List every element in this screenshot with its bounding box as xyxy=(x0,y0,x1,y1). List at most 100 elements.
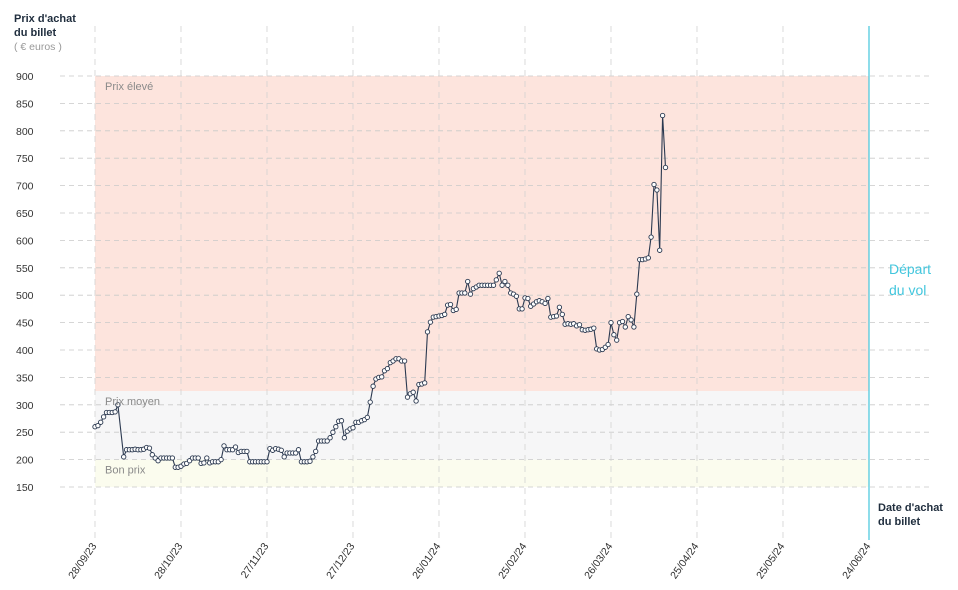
departure-label: du vol xyxy=(889,282,926,298)
x-tick-label: 25/05/24 xyxy=(754,541,787,581)
band-label: Prix moyen xyxy=(105,396,160,408)
data-point xyxy=(333,424,339,430)
data-point xyxy=(401,358,408,364)
x-tick-label: 26/01/24 xyxy=(410,541,443,581)
y-tick-label: 700 xyxy=(16,181,34,193)
data-point xyxy=(293,450,299,456)
y-tick-label: 650 xyxy=(16,208,34,220)
band-label: Bon prix xyxy=(105,465,146,477)
data-point xyxy=(556,304,563,310)
data-point xyxy=(422,380,428,386)
data-point xyxy=(364,414,370,421)
y-tick-label: 500 xyxy=(16,290,34,302)
data-point xyxy=(496,270,502,276)
price-band xyxy=(95,459,869,487)
y-tick-label: 200 xyxy=(16,455,34,467)
y-axis-title: Prix d'achat xyxy=(14,13,76,25)
y-tick-label: 600 xyxy=(16,235,34,247)
x-tick-label: 25/04/24 xyxy=(668,541,701,581)
data-point xyxy=(631,324,637,330)
y-tick-label: 750 xyxy=(16,153,34,165)
y-tick-label: 900 xyxy=(16,71,34,83)
data-point xyxy=(201,460,207,466)
data-point xyxy=(370,383,376,389)
x-tick-label: 28/09/23 xyxy=(66,541,99,581)
data-point xyxy=(367,399,373,405)
data-point xyxy=(545,295,551,302)
data-point xyxy=(100,414,107,420)
data-point xyxy=(232,444,239,450)
data-point xyxy=(221,443,227,449)
data-point xyxy=(278,447,284,453)
data-point xyxy=(413,398,419,404)
data-point xyxy=(281,454,287,460)
data-point xyxy=(499,282,505,288)
data-point xyxy=(525,295,531,302)
data-point xyxy=(659,112,666,119)
data-point xyxy=(384,365,391,372)
price-band xyxy=(95,391,869,460)
data-point xyxy=(611,332,617,338)
data-point xyxy=(462,290,468,296)
y-tick-label: 450 xyxy=(16,318,34,330)
data-point xyxy=(591,325,597,331)
data-point xyxy=(493,277,499,283)
data-point xyxy=(605,341,611,348)
data-point xyxy=(341,435,348,441)
x-tick-label: 28/10/23 xyxy=(152,541,185,581)
data-point xyxy=(95,422,101,429)
data-point xyxy=(204,455,210,461)
data-point xyxy=(519,306,525,312)
data-point xyxy=(313,448,319,455)
band-label: Prix élevé xyxy=(105,81,153,93)
y-tick-label: 250 xyxy=(16,427,34,439)
data-point xyxy=(146,445,153,451)
data-point xyxy=(115,402,121,408)
y-tick-label: 150 xyxy=(16,482,34,494)
data-point xyxy=(404,394,411,400)
data-point xyxy=(628,317,634,323)
y-axis-unit: ( € euros ) xyxy=(14,41,62,53)
data-point xyxy=(442,311,448,318)
data-point xyxy=(648,234,654,240)
data-point xyxy=(467,291,474,297)
data-point xyxy=(513,293,520,299)
data-point xyxy=(576,322,583,328)
data-point xyxy=(410,389,416,395)
data-point xyxy=(654,187,660,193)
departure-label: Départ xyxy=(889,261,931,277)
x-tick-label: 27/11/23 xyxy=(239,541,272,581)
data-point xyxy=(244,448,250,455)
data-point xyxy=(112,409,118,415)
data-point xyxy=(307,458,313,464)
data-point xyxy=(502,278,508,285)
data-point xyxy=(645,255,651,261)
data-point xyxy=(310,454,316,460)
data-point xyxy=(490,282,497,288)
data-point xyxy=(651,181,657,188)
y-tick-label: 550 xyxy=(16,263,34,275)
data-point xyxy=(218,456,224,463)
data-point xyxy=(447,301,454,308)
data-point xyxy=(121,454,127,460)
y-axis-title: du billet xyxy=(14,27,57,39)
x-tick-label: 25/02/24 xyxy=(496,541,529,581)
data-point xyxy=(614,337,620,343)
data-point xyxy=(338,418,345,424)
data-point xyxy=(662,164,669,171)
data-point xyxy=(559,311,565,318)
data-point xyxy=(324,438,330,444)
data-point xyxy=(619,318,626,325)
data-point xyxy=(149,452,155,458)
data-point xyxy=(625,313,631,320)
x-axis-title: du billet xyxy=(878,516,921,528)
data-point xyxy=(379,374,385,380)
data-point xyxy=(264,459,270,465)
data-point xyxy=(553,313,560,319)
data-point xyxy=(98,419,104,425)
data-point xyxy=(465,278,471,285)
x-axis-title: Date d'achat xyxy=(878,502,943,514)
data-point xyxy=(350,425,356,431)
